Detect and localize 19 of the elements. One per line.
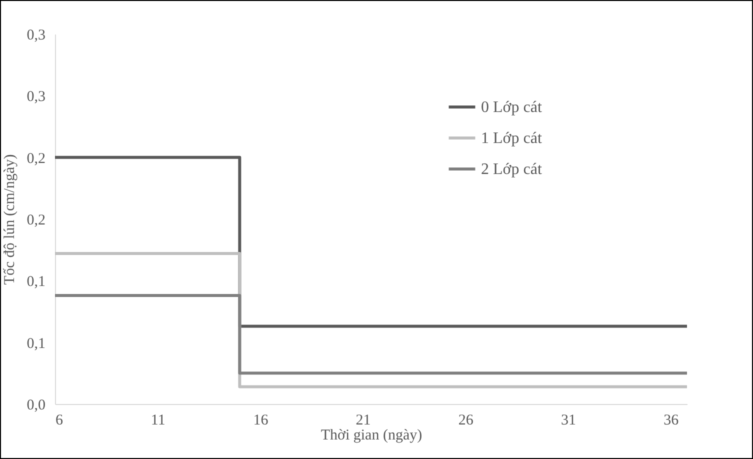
- x-tick-label: 16: [253, 412, 269, 428]
- legend-label: 2 Lớp cát: [481, 161, 542, 178]
- x-tick-label: 11: [150, 412, 166, 428]
- y-axis-title: Tốc độ lún (cm/ngày): [2, 154, 18, 285]
- x-tick-label: 26: [458, 412, 474, 428]
- x-tick-label: 36: [664, 412, 680, 428]
- x-tick-label: 6: [56, 412, 64, 428]
- x-tick-label: 21: [356, 412, 371, 428]
- x-tick-label: 31: [560, 412, 576, 428]
- y-tick-label: 0,2: [26, 212, 46, 228]
- y-tick-label: 0,2: [26, 150, 46, 167]
- y-tick-label: 0,1: [26, 336, 46, 352]
- x-axis-title: Thời gian (ngày): [320, 428, 422, 444]
- y-tick-label: 0,0: [26, 398, 46, 414]
- y-tick-label: 0,3: [26, 89, 46, 106]
- y-tick-label: 0,3: [26, 28, 46, 44]
- legend-label: 0 Lớp cát: [481, 99, 542, 116]
- legend-label: 1 Lớp cát: [481, 130, 542, 147]
- y-tick-label: 0,1: [26, 274, 46, 290]
